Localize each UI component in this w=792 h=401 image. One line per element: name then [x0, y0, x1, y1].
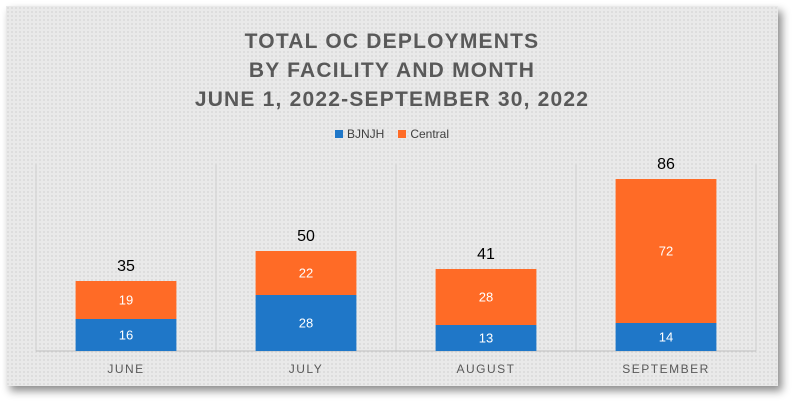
legend-item-bjnjh: BJNJH: [334, 127, 385, 141]
total-label-september: 86: [657, 156, 675, 173]
data-label-bjnjh-august: 13: [479, 331, 493, 346]
legend-label-central: Central: [410, 127, 450, 141]
bar-central-september: [615, 179, 717, 323]
x-tick-label-july: JULY: [289, 362, 323, 376]
chart-legend: BJNJH Central: [6, 127, 778, 141]
bar-central-august: [435, 269, 537, 325]
x-tick-label-september: SEPTEMBER: [622, 362, 710, 376]
x-tick-label-august: AUGUST: [456, 362, 515, 376]
total-label-june: 35: [117, 258, 135, 275]
data-label-bjnjh-june: 16: [119, 328, 133, 343]
chart-title-line-2: BY FACILITY AND MONTH: [248, 59, 536, 82]
bar-bjnjh-july: [255, 295, 357, 351]
data-label-central-september: 72: [659, 244, 673, 259]
chart-plot: 16 19 35 JUNE 28 22 50 JULY 13 28 41 AUGUST 14 72 86 SE…: [35, 156, 757, 376]
data-label-central-july: 22: [299, 266, 313, 281]
data-label-central-august: 28: [479, 290, 493, 305]
bar-bjnjh-june: [75, 319, 177, 351]
legend-label-bjnjh: BJNJH: [346, 127, 385, 141]
bar-bjnjh-august: [435, 325, 537, 351]
data-label-bjnjh-september: 14: [659, 330, 673, 345]
chart-frame: TOTAL OC DEPLOYMENTS BY FACILITY AND MON…: [6, 6, 778, 386]
bar-central-july: [255, 251, 357, 295]
bar-bjnjh-september: [615, 323, 717, 351]
data-label-bjnjh-july: 28: [299, 316, 313, 331]
legend-item-central: Central: [398, 127, 449, 141]
legend-swatch-central: [398, 130, 407, 138]
total-label-august: 41: [477, 246, 495, 263]
chart-title-line-3: JUNE 1, 2022-SEPTEMBER 30, 2022: [194, 88, 590, 111]
bar-central-june: [75, 281, 177, 319]
data-label-central-june: 19: [119, 293, 133, 308]
chart-title-line-1: TOTAL OC DEPLOYMENTS: [244, 30, 540, 53]
total-label-july: 50: [297, 228, 315, 245]
x-tick-label-june: JUNE: [107, 362, 144, 376]
legend-swatch-bjnjh: [334, 130, 343, 138]
